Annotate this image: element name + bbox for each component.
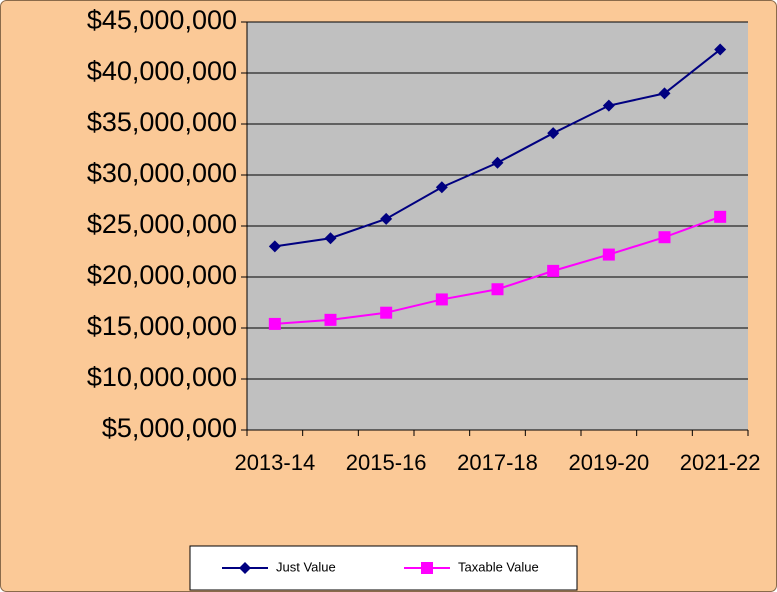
marker bbox=[268, 240, 281, 253]
marker bbox=[324, 232, 337, 245]
x-tick-label: 2013-14 bbox=[234, 450, 315, 475]
marker bbox=[602, 99, 615, 112]
y-tick-label: $15,000,000 bbox=[87, 311, 237, 341]
marker bbox=[714, 210, 727, 223]
marker bbox=[602, 248, 615, 261]
marker bbox=[547, 264, 560, 277]
marker bbox=[658, 87, 671, 100]
y-tick-label: $20,000,000 bbox=[87, 260, 237, 290]
marker bbox=[435, 293, 448, 306]
marker bbox=[380, 306, 393, 319]
y-tick-label: $45,000,000 bbox=[87, 5, 237, 35]
y-tick-label: $5,000,000 bbox=[102, 413, 237, 443]
marker bbox=[491, 283, 504, 296]
y-tick-label: $30,000,000 bbox=[87, 158, 237, 188]
y-tick-label: $35,000,000 bbox=[87, 107, 237, 137]
legend-label: Just Value bbox=[276, 559, 336, 574]
marker bbox=[239, 562, 251, 574]
y-tick-label: $25,000,000 bbox=[87, 209, 237, 239]
marker bbox=[380, 212, 393, 225]
x-tick-label: 2017-18 bbox=[457, 450, 538, 475]
x-tick-label: 2021-22 bbox=[680, 450, 761, 475]
x-tick-label: 2015-16 bbox=[346, 450, 427, 475]
marker bbox=[421, 562, 433, 574]
marker bbox=[268, 317, 281, 330]
marker bbox=[324, 313, 337, 326]
marker bbox=[547, 127, 560, 140]
y-tick-label: $10,000,000 bbox=[87, 362, 237, 392]
legend-label: Taxable Value bbox=[458, 559, 539, 574]
x-tick-label: 2019-20 bbox=[568, 450, 649, 475]
marker bbox=[658, 231, 671, 244]
marker bbox=[435, 181, 448, 194]
y-tick-label: $40,000,000 bbox=[87, 56, 237, 86]
marker bbox=[491, 156, 504, 169]
marker bbox=[714, 43, 727, 56]
